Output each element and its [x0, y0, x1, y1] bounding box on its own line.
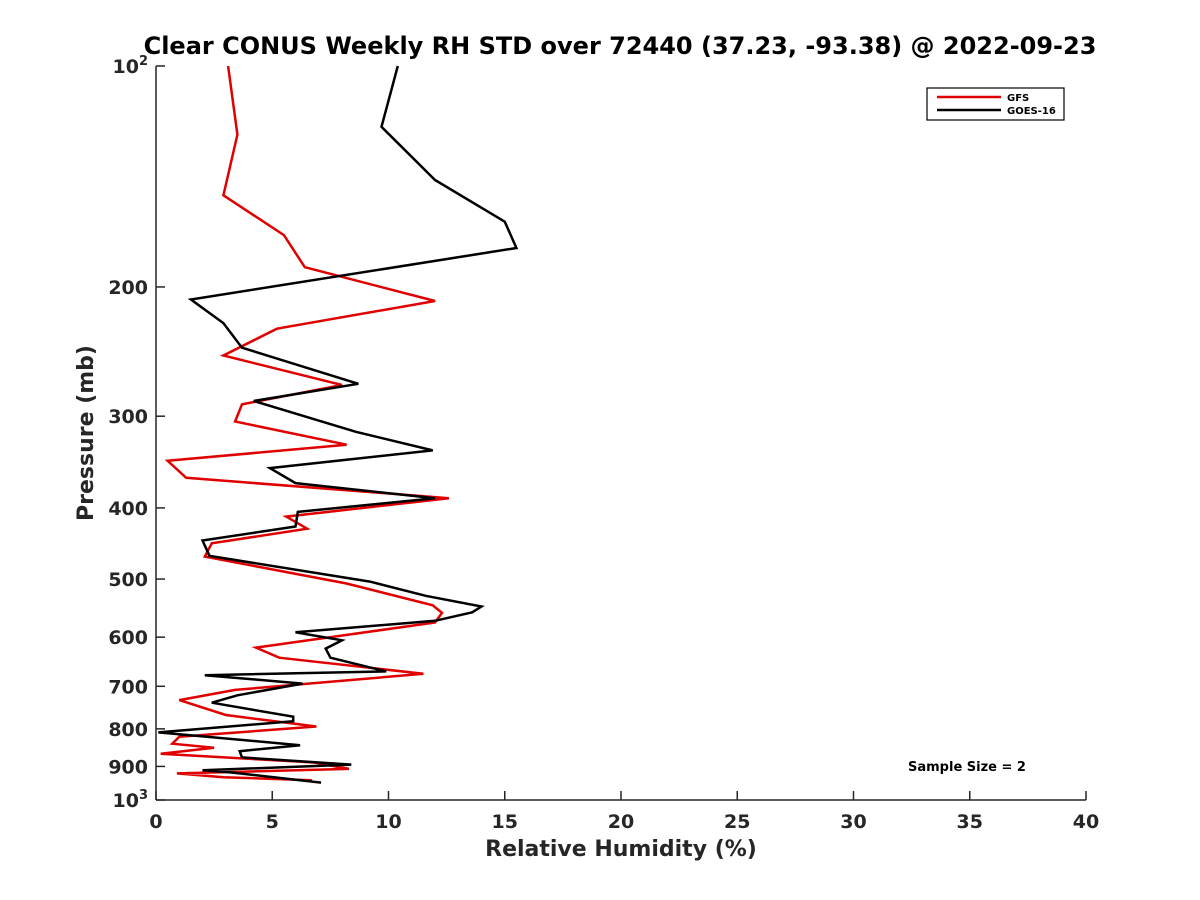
y-tick-label: 500: [108, 569, 148, 591]
y-tick-label: 800: [108, 719, 148, 741]
x-tick-label: 10: [375, 811, 401, 833]
x-tick-label: 25: [724, 811, 750, 833]
x-tick-label: 15: [492, 811, 518, 833]
x-tick-label: 35: [957, 811, 983, 833]
sample-size-annotation: Sample Size = 2: [908, 760, 1026, 775]
x-tick-label: 40: [1073, 811, 1099, 833]
legend-label-goes16: GOES-16: [1007, 106, 1056, 117]
y-tick-label: 700: [108, 676, 148, 698]
y-tick-label: 102: [113, 54, 149, 78]
y-tick-label: 300: [108, 406, 148, 428]
y-tick-label: 900: [108, 756, 148, 778]
legend-label-gfs: GFS: [1007, 93, 1029, 104]
x-tick-label: 20: [608, 811, 634, 833]
x-tick-label: 5: [266, 811, 279, 833]
series-line-goes16: [158, 65, 519, 784]
x-tick-label: 30: [840, 811, 866, 833]
y-tick-label: 103: [113, 788, 149, 812]
y-tick-label: 200: [108, 277, 148, 299]
y-tick-label: 400: [108, 498, 148, 520]
chart-title: Clear CONUS Weekly RH STD over 72440 (37…: [144, 32, 1097, 60]
y-axis-label: Pressure (mb): [74, 345, 99, 521]
y-tick-label: 600: [108, 627, 148, 649]
legend: GFS GOES-16: [926, 87, 1065, 121]
plot-area: [158, 65, 519, 784]
series-line-gfs: [160, 65, 450, 782]
x-axis-ticks: 0 5 10 15 20 25 30 35 40: [149, 791, 1099, 833]
x-axis-label: Relative Humidity (%): [485, 837, 757, 862]
legend-box: [926, 87, 1065, 121]
x-tick-label: 0: [149, 811, 162, 833]
y-axis-ticks: 102 200 300 400 500 600 700 800 900 103: [108, 54, 165, 812]
